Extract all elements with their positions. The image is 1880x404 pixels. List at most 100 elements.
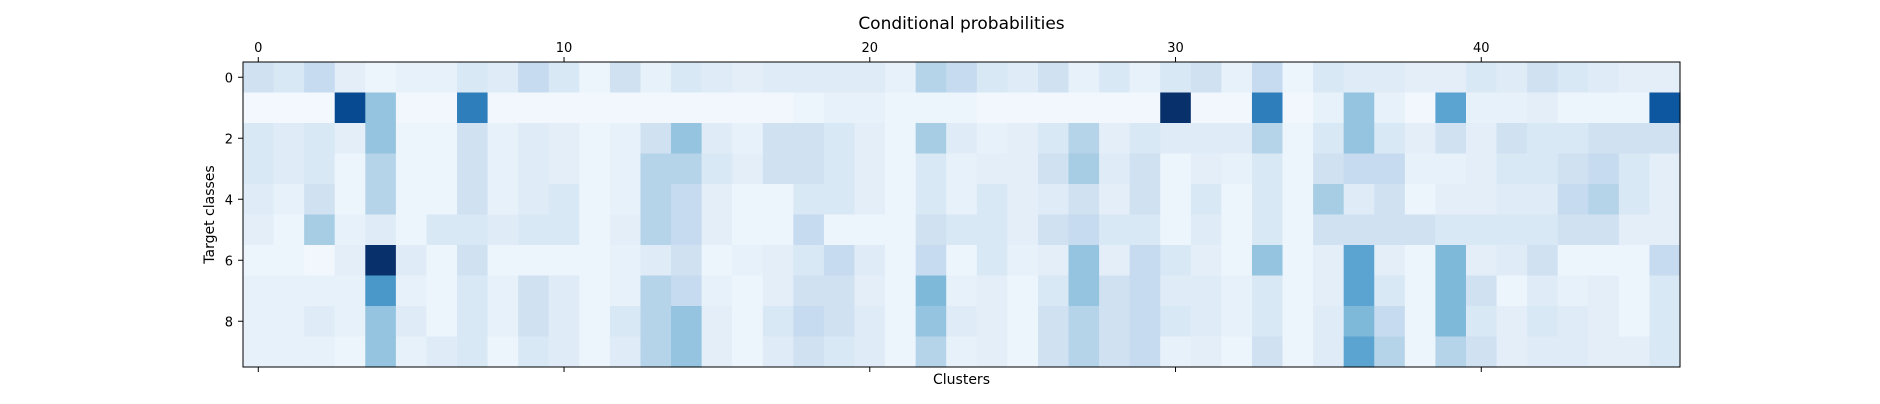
heatmap-cell [1190, 184, 1222, 216]
heatmap-cell [1649, 214, 1681, 246]
heatmap-cell [1588, 123, 1620, 155]
heatmap-cell [1129, 153, 1161, 185]
heatmap-cell [1251, 214, 1284, 246]
heatmap-cell [1313, 306, 1345, 338]
heatmap-cell [1435, 92, 1467, 124]
heatmap-cell [976, 275, 1008, 307]
heatmap-cell [334, 92, 366, 124]
heatmap-cell [395, 184, 428, 216]
heatmap-cell [1099, 62, 1131, 94]
heatmap-cell [273, 214, 305, 246]
heatmap-cell [243, 62, 275, 94]
heatmap-cell [1374, 62, 1406, 94]
heatmap-cell [640, 62, 672, 94]
heatmap-cell [334, 306, 366, 338]
heatmap-cell [1190, 336, 1222, 368]
heatmap-cell [640, 275, 672, 307]
heatmap-cell [732, 153, 764, 185]
heatmap-cell [1588, 62, 1620, 94]
heatmap-cell [671, 275, 703, 307]
heatmap-cell [1618, 92, 1651, 124]
heatmap-cell [1557, 306, 1589, 338]
heatmap-cell [762, 336, 794, 368]
y-tick-label: 2 [225, 132, 233, 147]
heatmap-cell [1374, 184, 1406, 216]
heatmap-cell [946, 214, 978, 246]
heatmap-cell [548, 275, 580, 307]
heatmap-cell [1343, 336, 1375, 368]
heatmap-cell [334, 275, 366, 307]
heatmap-cell [701, 92, 733, 124]
heatmap-cell [1099, 275, 1131, 307]
heatmap-cell [885, 123, 917, 155]
heatmap-cell [1099, 184, 1131, 216]
heatmap-cell [671, 123, 703, 155]
heatmap-cell [1496, 123, 1528, 155]
heatmap-cell [1374, 214, 1406, 246]
heatmap-cell [426, 275, 458, 307]
heatmap-cell [609, 184, 642, 216]
heatmap-cell [701, 153, 733, 185]
heatmap-cell [885, 62, 917, 94]
heatmap-cell [1099, 245, 1131, 277]
heatmap-cell [640, 245, 672, 277]
heatmap-cell [579, 306, 611, 338]
heatmap-cell [732, 336, 764, 368]
heatmap-cell [609, 245, 642, 277]
heatmap-cell [426, 153, 458, 185]
heatmap-cell [487, 306, 519, 338]
heatmap-cell [1190, 92, 1222, 124]
heatmap-cell [1588, 275, 1620, 307]
heatmap-cell [1435, 184, 1467, 216]
heatmap-cell [1374, 306, 1406, 338]
heatmap-cell [365, 275, 397, 307]
heatmap-cell [334, 153, 366, 185]
heatmap-cell [518, 336, 550, 368]
heatmap-cell [609, 62, 642, 94]
heatmap-cell [640, 214, 672, 246]
heatmap-cell [1313, 214, 1345, 246]
heatmap-cell [1037, 214, 1070, 246]
heatmap-cell [1496, 62, 1528, 94]
heatmap-cell [671, 184, 703, 216]
heatmap-cell [1099, 214, 1131, 246]
heatmap-cell [1404, 123, 1436, 155]
heatmap-cell [365, 184, 397, 216]
heatmap-cell [976, 245, 1008, 277]
heatmap-cell [518, 153, 550, 185]
heatmap-cell [946, 336, 978, 368]
heatmap-cell [976, 123, 1008, 155]
heatmap-cell [1404, 245, 1436, 277]
heatmap-cell [487, 214, 519, 246]
heatmap-cell [1496, 275, 1528, 307]
heatmap-cell [457, 62, 489, 94]
heatmap-cell [1313, 153, 1345, 185]
y-tick-label: 6 [225, 254, 233, 269]
heatmap-cell [1343, 153, 1375, 185]
heatmap-cell [457, 214, 489, 246]
heatmap-cell [395, 306, 428, 338]
heatmap-cell [518, 92, 550, 124]
x-axis-label: Clusters [933, 372, 990, 388]
heatmap-cell [854, 275, 886, 307]
heatmap-cell [1343, 245, 1375, 277]
heatmap-cell [1435, 123, 1467, 155]
heatmap-cell [1496, 306, 1528, 338]
heatmap-cell [243, 275, 275, 307]
heatmap-cell [1465, 336, 1498, 368]
heatmap-cell [426, 336, 458, 368]
heatmap-cell [1618, 275, 1651, 307]
heatmap-cell [1282, 336, 1314, 368]
heatmap-cell [1251, 275, 1284, 307]
heatmap-cell [640, 336, 672, 368]
heatmap-cell [823, 92, 856, 124]
heatmap-cell [243, 123, 275, 155]
heatmap-cell [487, 336, 519, 368]
heatmap-cell [609, 336, 642, 368]
heatmap-cell [1037, 336, 1070, 368]
heatmap-cell [1251, 92, 1284, 124]
heatmap-cell [365, 214, 397, 246]
heatmap-cell [1465, 306, 1498, 338]
heatmap-cell [823, 214, 856, 246]
x-tick-label: 30 [1167, 41, 1184, 56]
